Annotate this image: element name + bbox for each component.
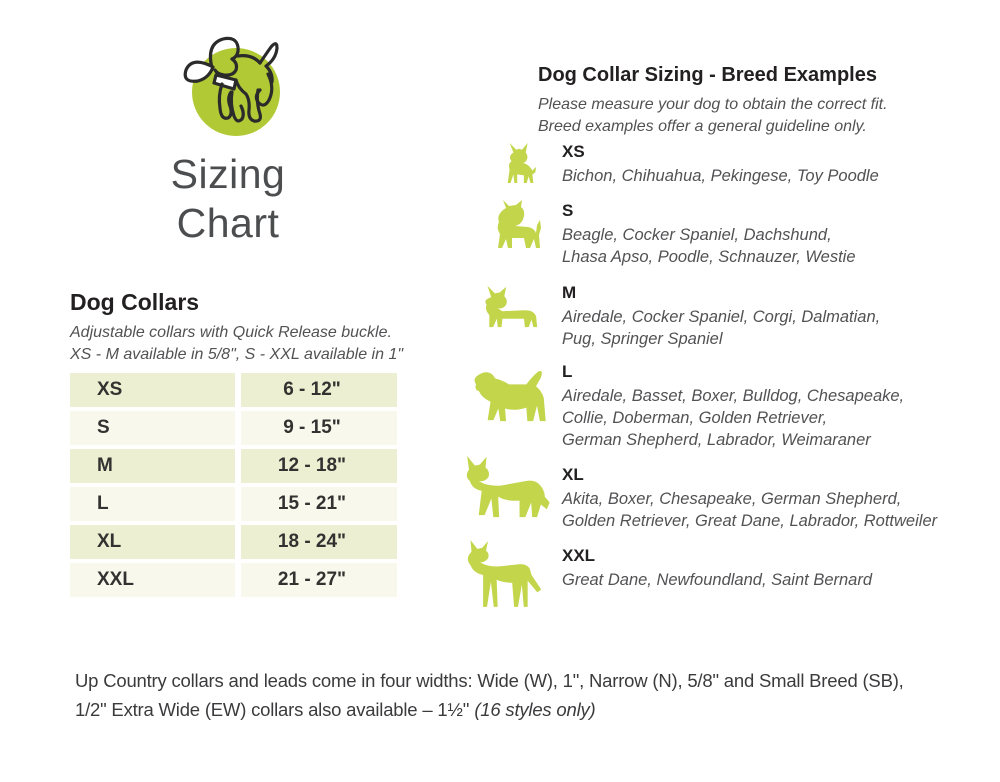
size-cell: XS — [70, 373, 235, 407]
breed-size-label: M — [562, 283, 577, 302]
german-shepherd-icon — [466, 455, 550, 518]
wordmark-line-2: Chart — [176, 200, 280, 246]
breed-row-xl: XL Akita, Boxer, Chesapeake, German Shep… — [562, 465, 937, 532]
range-cell: 21 - 27" — [241, 563, 397, 597]
breed-list-line: German Shepherd, Labrador, Weimaraner — [562, 431, 871, 449]
dog-doodle-logo-icon — [183, 36, 280, 136]
footer-line-1: Up Country collars and leads come in fou… — [75, 670, 904, 691]
size-cell: XL — [70, 525, 235, 559]
great-dane-icon — [467, 540, 542, 607]
breed-list-line: Beagle, Cocker Spaniel, Dachshund, — [562, 226, 832, 244]
golden-retriever-icon — [474, 371, 546, 422]
range-cell: 9 - 15" — [241, 411, 397, 445]
sizing-chart-wordmark: Sizing Chart — [108, 150, 348, 248]
dog-collars-note: Adjustable collars with Quick Release bu… — [70, 322, 403, 366]
breed-size-label: XL — [562, 465, 584, 484]
chihuahua-icon — [507, 143, 537, 183]
breeds-note-line-2: Breed examples offer a general guideline… — [538, 118, 867, 135]
footer-line-2: 1/2" Extra Wide (EW) collars also availa… — [75, 695, 955, 724]
breed-size-label: L — [562, 362, 573, 381]
breed-row-m: M Airedale, Cocker Spaniel, Corgi, Dalma… — [562, 283, 880, 350]
breed-list-line: Pug, Springer Spaniel — [562, 330, 723, 348]
breed-examples-note: Please measure your dog to obtain the co… — [538, 94, 888, 138]
range-cell: 15 - 21" — [241, 487, 397, 521]
footer-line-2-italic: (16 styles only) — [474, 699, 596, 720]
westie-icon — [497, 200, 541, 248]
wordmark-line-1: Sizing — [170, 151, 286, 197]
collar-size-table: XS 6 - 12" S 9 - 15" M 12 - 18" L 15 - 2… — [70, 373, 397, 601]
breed-size-label: XXL — [562, 546, 596, 565]
breed-list-line: Golden Retriever, Great Dane, Labrador, … — [562, 512, 938, 530]
size-cell: XXL — [70, 563, 235, 597]
breed-list-line: Airedale, Basset, Boxer, Bulldog, Chesap… — [562, 387, 905, 405]
corgi-icon — [485, 285, 538, 328]
size-cell: L — [70, 487, 235, 521]
breed-row-l: L Airedale, Basset, Boxer, Bulldog, Ches… — [562, 362, 904, 451]
size-cell: M — [70, 449, 235, 483]
collars-note-line-2: XS - M available in 5/8", S - XXL availa… — [70, 346, 404, 363]
collars-note-line-1: Adjustable collars with Quick Release bu… — [70, 324, 392, 341]
table-row: L 15 - 21" — [70, 487, 397, 521]
breed-list-line: Bichon, Chihuahua, Pekingese, Toy Poodle — [562, 167, 879, 185]
breed-list-line: Great Dane, Newfoundland, Saint Bernard — [562, 571, 873, 589]
size-cell: S — [70, 411, 235, 445]
range-cell: 18 - 24" — [241, 525, 397, 559]
table-row: XS 6 - 12" — [70, 373, 397, 407]
dog-collars-heading: Dog Collars — [70, 289, 200, 315]
breed-row-xs: XS Bichon, Chihuahua, Pekingese, Toy Poo… — [562, 142, 879, 187]
table-row: XXL 21 - 27" — [70, 563, 397, 597]
range-cell: 12 - 18" — [241, 449, 397, 483]
breed-list-line: Collie, Doberman, Golden Retriever, — [562, 409, 828, 427]
table-row: S 9 - 15" — [70, 411, 397, 445]
breed-size-label: S — [562, 201, 574, 220]
breed-row-xxl: XXL Great Dane, Newfoundland, Saint Bern… — [562, 546, 872, 591]
breed-row-s: S Beagle, Cocker Spaniel, Dachshund, Lha… — [562, 201, 856, 268]
breed-examples-heading: Dog Collar Sizing - Breed Examples — [538, 64, 877, 86]
footer-line-2-main: 1/2" Extra Wide (EW) collars also availa… — [75, 699, 470, 720]
footer-note: Up Country collars and leads come in fou… — [75, 666, 955, 724]
breed-list-line: Lhasa Apso, Poodle, Schnauzer, Westie — [562, 248, 856, 266]
breed-size-label: XS — [562, 142, 585, 161]
breed-list-line: Akita, Boxer, Chesapeake, German Shepher… — [562, 490, 902, 508]
range-cell: 6 - 12" — [241, 373, 397, 407]
table-row: M 12 - 18" — [70, 449, 397, 483]
table-row: XL 18 - 24" — [70, 525, 397, 559]
breeds-note-line-1: Please measure your dog to obtain the co… — [538, 96, 888, 113]
breed-list-line: Airedale, Cocker Spaniel, Corgi, Dalmati… — [562, 308, 881, 326]
